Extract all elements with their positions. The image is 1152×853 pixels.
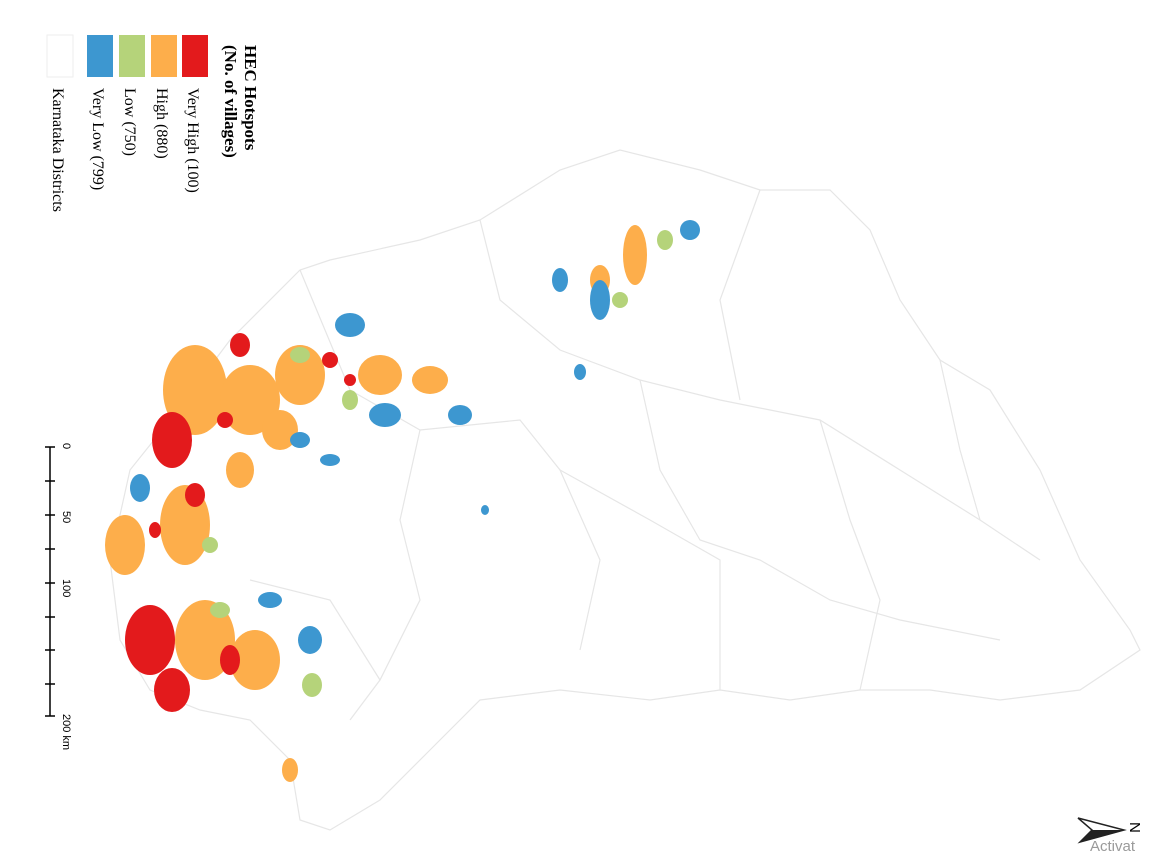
legend-label: Low (750): [121, 88, 138, 156]
hotspot: [230, 630, 280, 690]
hotspot: [680, 220, 700, 240]
legend-label: Karnataka Districts: [49, 88, 66, 212]
hotspot: [612, 292, 628, 308]
hotspot: [217, 412, 233, 428]
hotspot: [130, 474, 150, 502]
hotspot: [290, 347, 310, 363]
legend-title: HEC Hotspots: [241, 45, 260, 151]
hotspot: [275, 345, 325, 405]
hotspot: [226, 452, 254, 488]
hotspot: [657, 230, 673, 250]
hotspots: [105, 220, 700, 782]
scale-label: 200 km: [60, 714, 72, 750]
hotspot: [342, 390, 358, 410]
legend-swatch: [151, 35, 177, 77]
legend-label: Very High (100): [184, 88, 201, 193]
scale-label: 0: [60, 443, 72, 449]
hotspot: [298, 626, 322, 654]
hotspot: [258, 592, 282, 608]
legend-label: High (880): [153, 88, 170, 159]
hotspot: [163, 345, 227, 435]
arrow-half: [1080, 830, 1124, 842]
hotspot: [412, 366, 448, 394]
hotspot: [481, 505, 489, 515]
hotspot: [574, 364, 586, 380]
hotspot: [202, 537, 218, 553]
hotspot: [262, 410, 298, 450]
legend-subtitle: (No. of villages): [221, 45, 240, 158]
legend-label: Very Low (799): [89, 88, 106, 190]
legend: HEC Hotspots (No. of villages) Very High…: [46, 34, 260, 212]
hotspot: [320, 454, 340, 466]
hotspot: [220, 645, 240, 675]
scale-label: 100: [60, 579, 72, 597]
legend-swatch: [182, 35, 208, 77]
hotspot: [369, 403, 401, 427]
hotspot: [448, 405, 472, 425]
hotspot: [623, 225, 647, 285]
legend-swatch: [87, 35, 113, 77]
watermark: Activat: [1090, 838, 1136, 853]
hotspot: [590, 280, 610, 320]
hotspot: [220, 365, 280, 435]
scale-bar: 0 50 100 200 km: [45, 443, 72, 750]
north-label: N: [1126, 822, 1143, 833]
legend-swatch: [119, 35, 145, 77]
hotspot: [152, 412, 192, 468]
hotspot: [230, 333, 250, 357]
hotspot: [105, 515, 145, 575]
north-arrow: N: [1077, 817, 1143, 844]
legend-swatch: [46, 34, 74, 78]
hotspot: [149, 522, 161, 538]
hotspot: [302, 673, 322, 697]
hotspot: [125, 605, 175, 675]
hotspot: [154, 668, 190, 712]
hotspot: [322, 352, 338, 368]
hotspot: [335, 313, 365, 337]
hotspot: [358, 355, 402, 395]
hotspot: [210, 602, 230, 618]
hotspot: [282, 758, 298, 782]
hotspot: [185, 483, 205, 507]
hotspot: [344, 374, 356, 386]
scale-label: 50: [60, 511, 72, 523]
hotspot: [290, 432, 310, 448]
hotspot: [552, 268, 568, 292]
